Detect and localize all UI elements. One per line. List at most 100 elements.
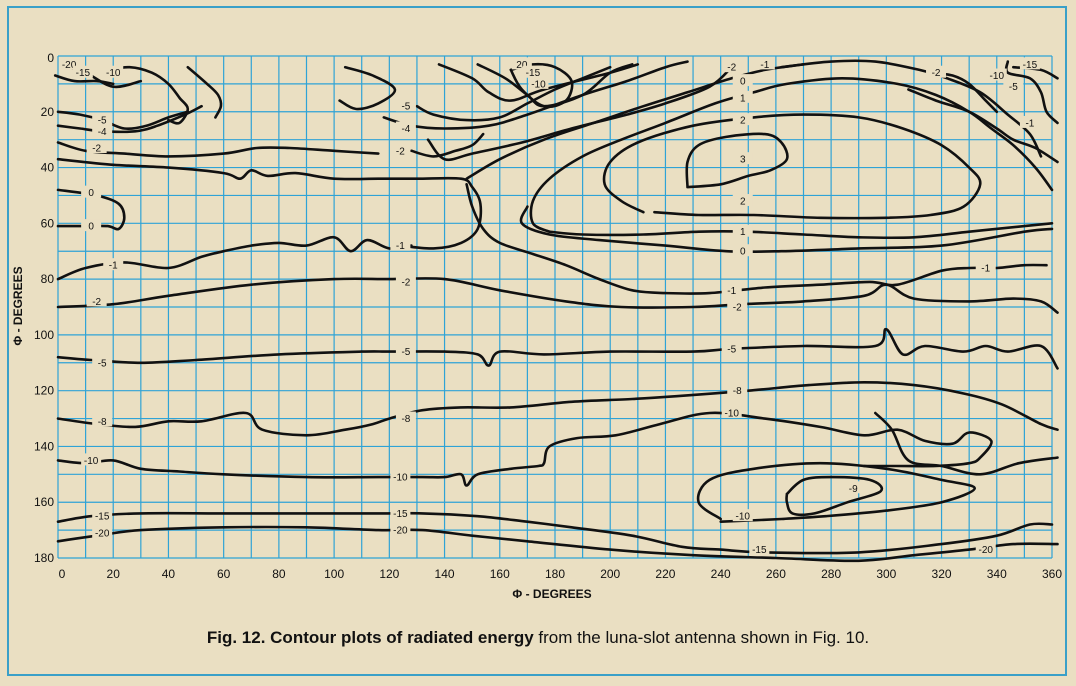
y-tick-label: 40	[41, 161, 55, 175]
contour-label: -2	[727, 63, 736, 74]
contour-line	[1012, 65, 1059, 80]
contour-line	[53, 74, 115, 86]
y-tick-label: 120	[34, 384, 54, 398]
x-tick-label: 40	[162, 567, 176, 581]
x-tick-label: 100	[324, 567, 344, 581]
contour-label: 0	[88, 188, 94, 199]
contour-label: -1	[396, 241, 405, 252]
contour-label-backdrop	[395, 99, 416, 112]
contour-line	[186, 65, 223, 119]
contour-line	[56, 411, 993, 487]
contour-label: -1	[981, 263, 990, 274]
contour-line	[410, 132, 485, 158]
contour-label: -10	[531, 79, 546, 90]
contour-line	[529, 77, 1054, 233]
contour-label: -20	[95, 528, 110, 539]
contour-line	[426, 65, 733, 162]
contour-label-backdrop	[395, 274, 416, 287]
contour-label: 1	[740, 227, 746, 238]
contour-label-backdrop	[727, 383, 748, 396]
contour-label-backdrop	[732, 244, 753, 257]
x-tick-label: 0	[59, 567, 66, 581]
contour-label-backdrop	[732, 74, 753, 87]
contour-line	[519, 205, 1054, 254]
contour-label: -5	[98, 116, 107, 127]
contour-label: 0	[740, 247, 746, 258]
contour-label-backdrop	[721, 341, 742, 354]
contour-label-backdrop	[1019, 57, 1040, 70]
contour-label: -5	[401, 347, 410, 358]
contour-line	[785, 475, 884, 517]
contour-label: -1	[760, 60, 769, 71]
contour-label-backdrop	[749, 542, 770, 555]
contour-label: -15	[752, 545, 767, 556]
contour-label-backdrop	[721, 283, 742, 296]
contour-label: -10	[724, 408, 739, 419]
contour-label-backdrop	[395, 344, 416, 357]
contour-label-backdrop	[395, 411, 416, 424]
contour-label-backdrop	[103, 258, 124, 271]
x-tick-label: 320	[932, 567, 952, 581]
contour-label: -4	[401, 124, 410, 135]
contour-label: -15	[1023, 60, 1038, 71]
contour-label: -2	[932, 68, 941, 79]
contour-label-backdrop	[390, 238, 411, 251]
contour-label: -1	[109, 261, 118, 272]
contour-lines	[53, 59, 1059, 563]
contour-label-backdrop	[103, 65, 124, 78]
contour-label-backdrop	[528, 76, 549, 89]
contour-label: -20	[62, 60, 77, 71]
contour-line	[382, 60, 689, 130]
x-tick-label: 300	[876, 567, 896, 581]
contour-label: -10	[736, 512, 751, 523]
contour-label-backdrop	[81, 453, 102, 466]
x-tick-label: 20	[107, 567, 121, 581]
caption-text: from the luna-slot antenna shown in Fig.…	[533, 628, 870, 647]
contour-label-backdrop	[926, 65, 947, 78]
contour-label: -4	[98, 127, 107, 138]
contour-label-backdrop	[754, 57, 775, 70]
x-tick-label: 200	[600, 567, 620, 581]
contour-label: 2	[740, 116, 746, 127]
contour-label: -1	[1025, 118, 1034, 129]
contour-label: -15	[76, 68, 91, 79]
y-tick-label: 20	[41, 105, 55, 119]
contour-line	[56, 277, 1059, 314]
contour-line	[437, 63, 640, 102]
x-axis-ticks: 0 20 40 60 80 100 120 140 160 180 200 220 240 260 280 3…	[59, 567, 1063, 581]
contour-label: -5	[1009, 82, 1018, 93]
contour-label-backdrop	[721, 60, 742, 73]
contour-label-backdrop	[721, 405, 742, 418]
contour-label: -2	[401, 277, 410, 288]
contour-label: -10	[84, 456, 99, 467]
contour-label: 2	[740, 197, 746, 208]
x-tick-label: 280	[821, 567, 841, 581]
contour-line	[1004, 60, 1059, 125]
contour-label: -10	[990, 71, 1005, 82]
contour-line	[696, 461, 976, 523]
y-axis-title: Φ - DEGREES	[11, 266, 25, 345]
contour-label-backdrop	[843, 481, 864, 494]
x-tick-label: 180	[545, 567, 565, 581]
contour-label: 0	[88, 222, 94, 233]
contour-line	[338, 65, 397, 111]
contour-label: -5	[727, 344, 736, 355]
contour-line	[465, 63, 805, 180]
contour-label-backdrop	[975, 260, 996, 273]
x-tick-label: 160	[490, 567, 510, 581]
contour-line	[56, 235, 413, 281]
contour-label-backdrop	[390, 470, 411, 483]
contour-label: -5	[401, 102, 410, 113]
contour-label-backdrop	[732, 194, 753, 207]
contour-line	[780, 59, 1043, 158]
contour-label-backdrop	[92, 113, 113, 126]
contour-label-backdrop	[732, 90, 753, 103]
contour-line	[56, 511, 1054, 555]
contour-label-backdrop	[92, 509, 113, 522]
y-tick-label: 140	[34, 439, 54, 453]
figure-border	[7, 6, 1067, 676]
contour-line	[548, 222, 1054, 240]
contour-label-backdrop	[522, 65, 543, 78]
